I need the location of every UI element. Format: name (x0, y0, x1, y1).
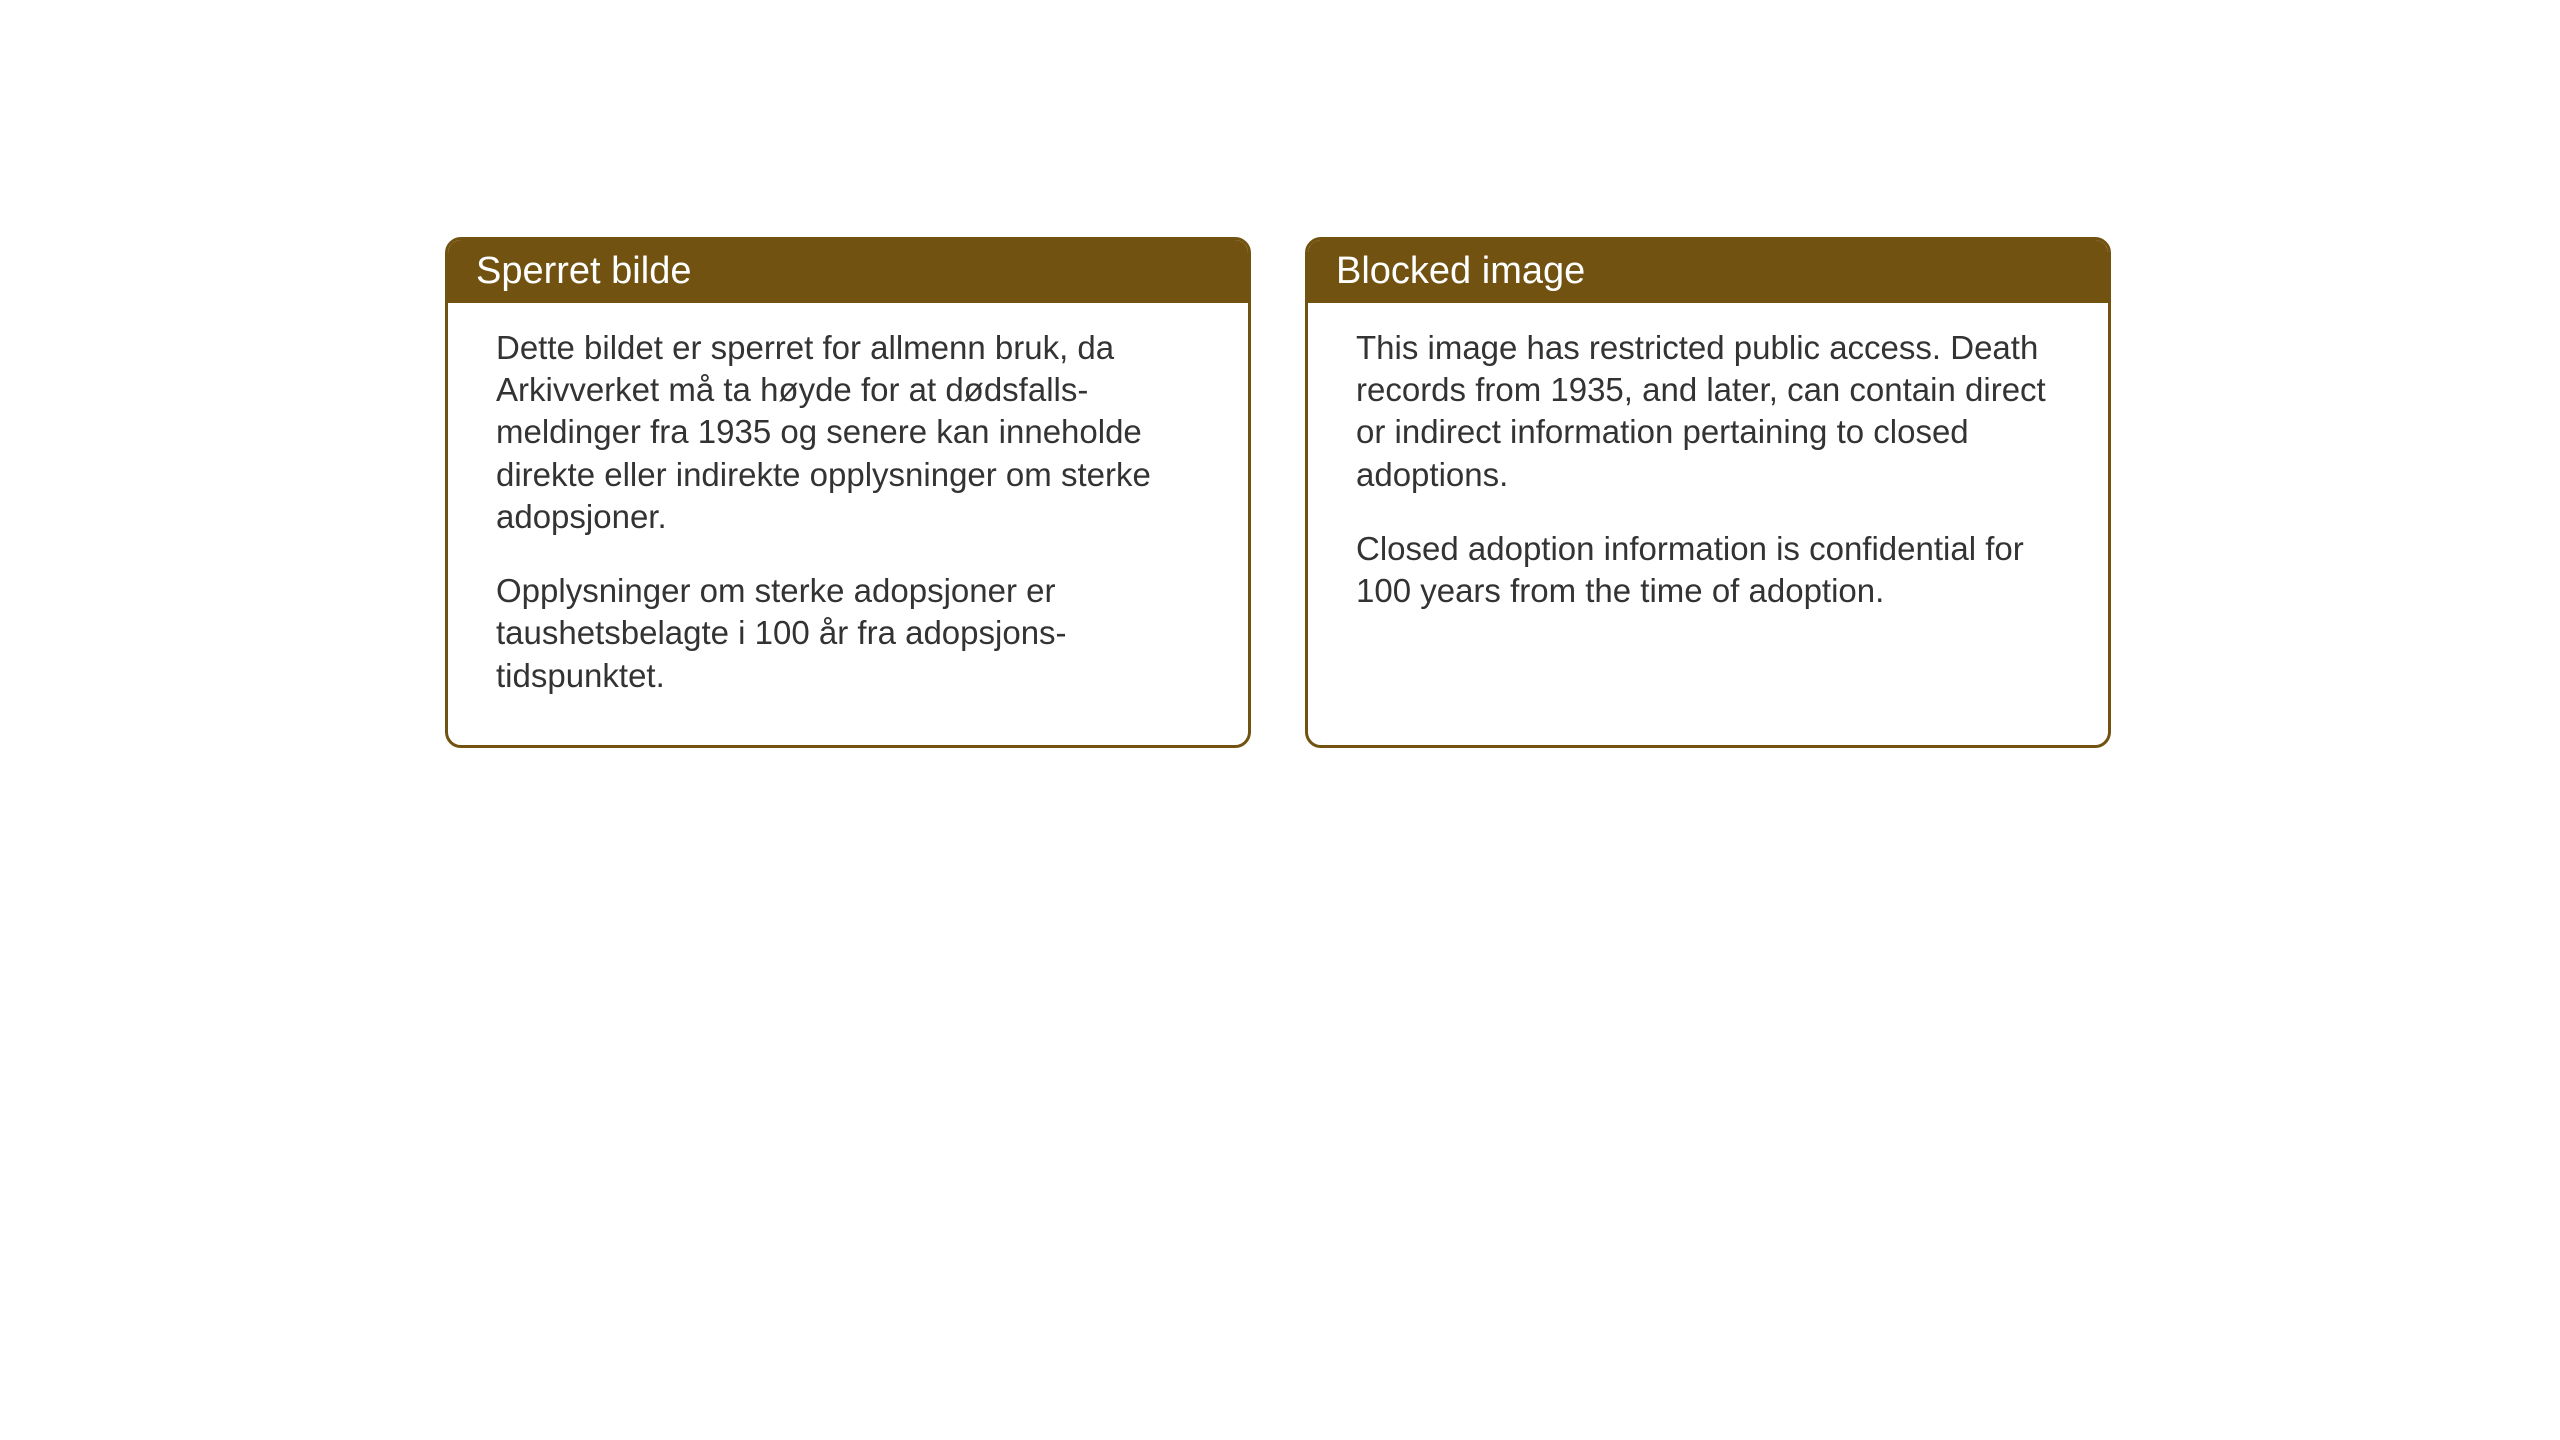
card-title-english: Blocked image (1336, 250, 1585, 292)
card-title-norwegian: Sperret bilde (476, 250, 691, 292)
card-paragraph-1-english: This image has restricted public access.… (1356, 327, 2060, 496)
blocked-image-card-english: Blocked image This image has restricted … (1305, 237, 2111, 748)
card-paragraph-2-norwegian: Opplysninger om sterke adopsjoner er tau… (496, 570, 1200, 697)
card-paragraph-2-english: Closed adoption information is confident… (1356, 528, 2060, 612)
card-header-english: Blocked image (1308, 240, 2108, 303)
card-body-english: This image has restricted public access.… (1308, 303, 2108, 745)
info-cards-container: Sperret bilde Dette bildet er sperret fo… (445, 237, 2111, 748)
blocked-image-card-norwegian: Sperret bilde Dette bildet er sperret fo… (445, 237, 1251, 748)
card-header-norwegian: Sperret bilde (448, 240, 1248, 303)
card-paragraph-1-norwegian: Dette bildet er sperret for allmenn bruk… (496, 327, 1200, 538)
card-body-norwegian: Dette bildet er sperret for allmenn bruk… (448, 303, 1248, 745)
